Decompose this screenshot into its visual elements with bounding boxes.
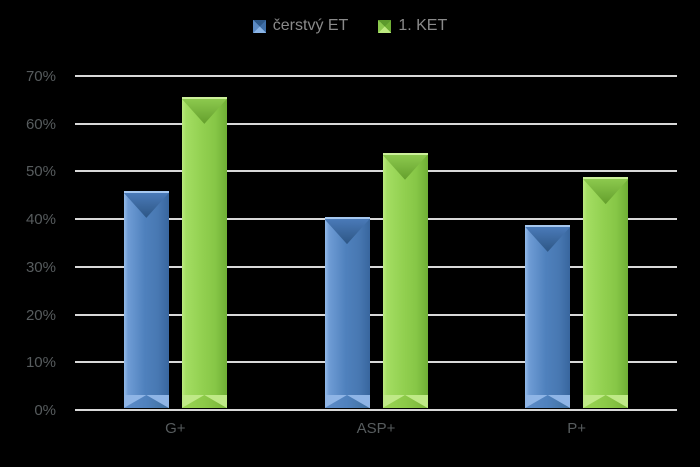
bar-group-P+ [525,177,629,408]
gridline [75,409,677,411]
legend-label: 1. KET [398,17,448,34]
y-tick-label: 60% [25,115,56,133]
bar-top-notch [324,219,370,245]
bar-series1-P+ [583,177,629,408]
bar-foot [525,395,571,408]
bar-top-edge [324,217,370,220]
gridline [75,265,677,268]
bar-series0-G+ [123,190,169,408]
bar-top-edge [181,96,227,99]
bar-group-G+ [123,96,227,408]
y-tick-label: 30% [25,258,56,276]
bar-foot [181,395,227,408]
bar-group-ASP+ [324,152,428,408]
bar-foot-mask [583,395,629,408]
y-tick-label: 10% [25,354,56,372]
plot-area [75,75,677,411]
x-category-label: ASP+ [356,420,396,437]
bar-foot-mask [382,395,428,408]
bar-foot-mask [525,395,571,408]
gridline [75,218,677,221]
bar-series1-ASP+ [382,152,428,408]
gridline [75,313,677,316]
gridline [75,122,677,125]
legend-marker-blue-icon [252,19,266,33]
bar-top-edge [382,152,428,155]
y-tick-label: 70% [25,68,56,85]
bar-series1-G+ [181,96,227,408]
y-tick-label: 50% [25,163,56,181]
gridline [75,170,677,173]
legend-item-1-ket: 1. KET [378,18,447,34]
bar-foot [324,395,370,408]
bar-top-notch [123,192,169,218]
x-category-label: G+ [165,420,186,437]
bar-top-notch [583,179,629,205]
bar-foot-mask [181,395,227,408]
bar-foot-mask [324,395,370,408]
bar-series0-P+ [525,224,571,408]
gridline [75,361,677,364]
legend-item-cerstvy-et: čerstvý ET [252,17,349,34]
legend-marker-green-icon [378,19,392,33]
x-axis: G+ ASP+ P+ [75,421,677,445]
bar-top-edge [123,190,169,193]
bar-foot-mask [123,395,169,408]
y-tick-label: 0% [34,402,56,419]
bar-top-notch [382,154,428,180]
x-category-label: P+ [567,420,587,437]
legend-label: čerstvý ET [272,17,349,34]
bar-series0-ASP+ [324,217,370,408]
legend: čerstvý ET 1. KET [0,18,700,34]
y-axis: 0% 10% 20% 30% 40% 50% 60% 70% [0,69,58,418]
bar-top-edge [525,224,571,227]
gridline [75,75,677,77]
y-tick-label: 40% [25,211,56,229]
bar-foot [583,395,629,408]
bar-foot [382,395,428,408]
bar-top-notch [525,226,571,252]
bar-foot [123,395,169,408]
bar-top-notch [181,98,227,124]
y-tick-label: 20% [25,306,56,324]
bar-top-edge [583,177,629,180]
